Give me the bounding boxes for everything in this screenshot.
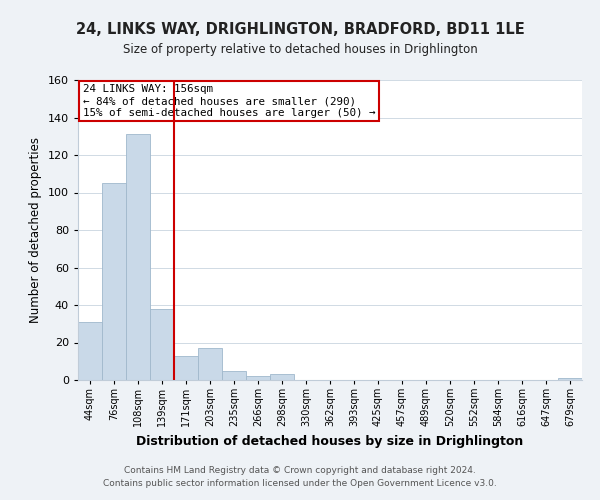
X-axis label: Distribution of detached houses by size in Drighlington: Distribution of detached houses by size …: [136, 435, 524, 448]
Text: 24 LINKS WAY: 156sqm
← 84% of detached houses are smaller (290)
15% of semi-deta: 24 LINKS WAY: 156sqm ← 84% of detached h…: [83, 84, 376, 117]
Bar: [270, 374, 294, 380]
Bar: [150, 308, 174, 380]
Bar: [78, 322, 102, 380]
Bar: [222, 370, 246, 380]
Bar: [246, 376, 270, 380]
Bar: [102, 183, 126, 380]
Bar: [558, 378, 582, 380]
Bar: [198, 348, 222, 380]
Text: 24, LINKS WAY, DRIGHLINGTON, BRADFORD, BD11 1LE: 24, LINKS WAY, DRIGHLINGTON, BRADFORD, B…: [76, 22, 524, 38]
Text: Contains HM Land Registry data © Crown copyright and database right 2024.
Contai: Contains HM Land Registry data © Crown c…: [103, 466, 497, 487]
Bar: [174, 356, 198, 380]
Bar: [126, 134, 150, 380]
Text: Size of property relative to detached houses in Drighlington: Size of property relative to detached ho…: [122, 42, 478, 56]
Y-axis label: Number of detached properties: Number of detached properties: [29, 137, 42, 323]
